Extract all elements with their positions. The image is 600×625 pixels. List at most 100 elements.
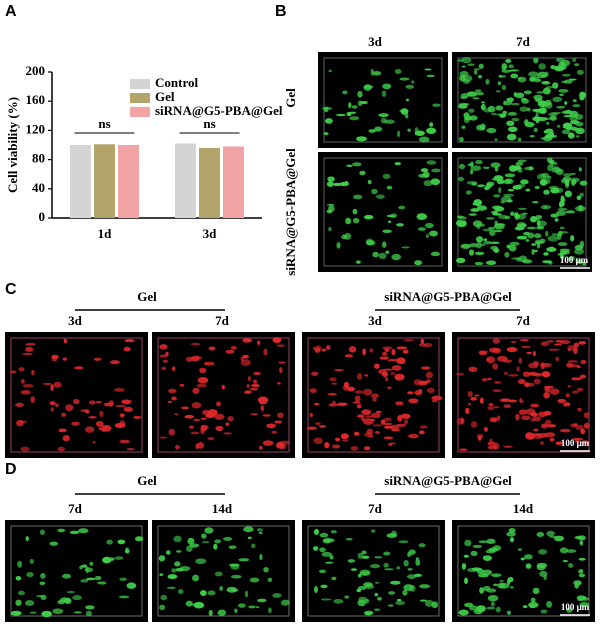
cell [475, 91, 484, 96]
cell [390, 372, 396, 376]
cell [501, 180, 511, 184]
cell [504, 215, 511, 220]
cell [63, 338, 68, 344]
cell [174, 413, 179, 416]
cell [533, 127, 538, 133]
cell [517, 76, 527, 83]
cell [430, 251, 440, 257]
cell [567, 132, 575, 139]
cell [572, 390, 579, 394]
cell [519, 223, 527, 227]
cell [31, 369, 35, 376]
cell [557, 232, 562, 240]
cell [383, 417, 392, 422]
cell [566, 362, 573, 368]
cell [493, 194, 501, 198]
cell [506, 120, 515, 127]
cell [405, 84, 415, 89]
cell [487, 594, 499, 602]
cell [465, 407, 470, 415]
cell [541, 107, 546, 114]
cell [526, 107, 531, 112]
cell [312, 546, 319, 551]
cell [85, 566, 89, 574]
cell [402, 589, 408, 596]
volume-outline [457, 525, 590, 617]
cell [487, 441, 496, 446]
cell [510, 340, 517, 344]
cell [570, 235, 575, 242]
cell [539, 238, 546, 244]
cell [159, 354, 168, 358]
cell [432, 103, 441, 107]
volume-outline [157, 337, 290, 453]
cell [357, 585, 367, 590]
cell [563, 173, 572, 177]
cell [256, 528, 263, 532]
cell [41, 610, 53, 618]
cell [470, 421, 478, 428]
cell [168, 428, 176, 436]
cell [25, 346, 34, 352]
cell [496, 415, 501, 422]
cell [579, 192, 584, 198]
cell [458, 609, 469, 616]
cell [314, 402, 320, 406]
cell [464, 577, 469, 585]
cell [361, 550, 367, 555]
cell [101, 425, 107, 433]
cell [326, 181, 334, 187]
cell [526, 226, 537, 230]
cell [272, 336, 282, 344]
cell [546, 121, 550, 125]
cell [460, 417, 464, 425]
cell [395, 600, 406, 605]
cell [501, 69, 512, 73]
cell [185, 600, 193, 607]
cell [395, 401, 404, 406]
cell [51, 357, 58, 362]
cell [371, 412, 381, 419]
cell [415, 558, 421, 566]
cell [328, 69, 333, 73]
cell [80, 579, 89, 583]
cell [425, 379, 431, 384]
cell [387, 358, 399, 362]
cell [461, 65, 466, 68]
cell [321, 551, 332, 557]
cell [531, 249, 535, 255]
cell [458, 176, 464, 182]
cell [177, 589, 184, 595]
annotation: ns [203, 116, 215, 131]
cell [543, 411, 549, 416]
cell [382, 173, 391, 179]
column-header: 7d [68, 501, 83, 516]
cell [485, 217, 495, 220]
cell [536, 225, 545, 230]
cell [89, 561, 94, 566]
cell [225, 422, 230, 426]
cell [517, 548, 522, 551]
cell [406, 574, 417, 580]
cell [424, 68, 432, 71]
cell [364, 432, 373, 437]
cell [324, 441, 330, 449]
cell [431, 395, 443, 401]
cell [507, 111, 517, 116]
volume-outline [307, 525, 440, 617]
cell [522, 605, 528, 609]
cell [473, 68, 480, 71]
cell [418, 430, 425, 435]
cell [271, 430, 278, 434]
cell [407, 391, 414, 395]
cell [509, 536, 515, 543]
cell [10, 370, 17, 374]
cell [567, 384, 571, 388]
micrograph [5, 520, 148, 622]
cell [185, 545, 193, 552]
cell [381, 371, 388, 378]
cell [476, 223, 481, 230]
cell [380, 117, 387, 124]
cell [580, 428, 586, 435]
cell [385, 377, 389, 382]
